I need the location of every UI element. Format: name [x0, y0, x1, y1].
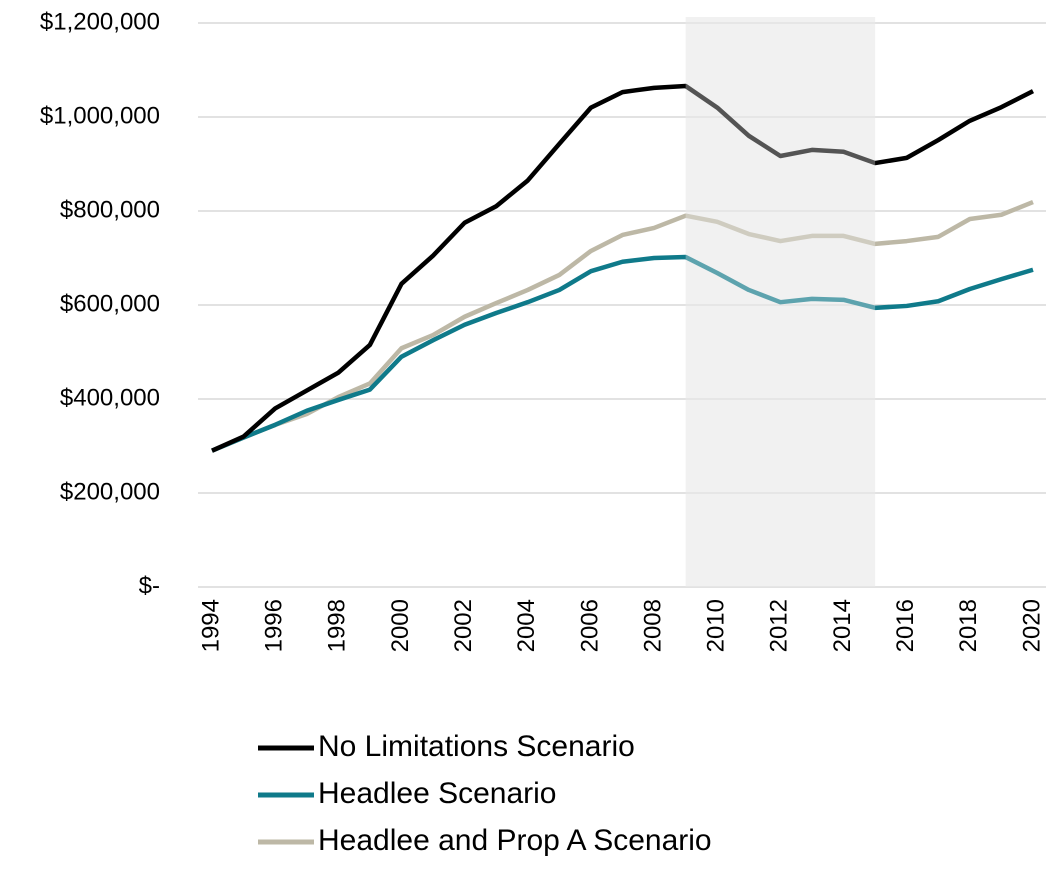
y-tick-label: $800,000	[60, 196, 160, 223]
y-tick-label: $-	[139, 572, 160, 599]
x-tick-label: 2008	[639, 599, 666, 652]
x-tick-label: 2010	[703, 599, 730, 652]
series-line	[211, 254, 1034, 453]
y-tick-label: $1,000,000	[40, 102, 160, 129]
x-tick-label: 2020	[1018, 599, 1045, 652]
y-tick-label: $1,200,000	[40, 8, 160, 35]
shaded-period-overlay	[685, 17, 876, 587]
x-tick-label: 2014	[829, 599, 856, 652]
legend-label: Headlee Scenario	[318, 777, 557, 810]
x-tick-label: 2012	[766, 599, 793, 652]
series-line	[211, 83, 1035, 453]
x-tick-label: 1994	[197, 599, 224, 652]
x-tick-label: 1998	[324, 599, 351, 652]
y-tick-label: $400,000	[60, 384, 160, 411]
legend-label: No Limitations Scenario	[318, 730, 635, 763]
legend-label: Headlee and Prop A Scenario	[318, 824, 712, 857]
x-tick-label: 2004	[513, 599, 540, 652]
series-line	[211, 199, 1034, 453]
x-tick-label: 1996	[260, 599, 287, 652]
x-tick-label: 2000	[387, 599, 414, 652]
y-tick-label: $200,000	[60, 478, 160, 505]
x-tick-label: 2006	[576, 599, 603, 652]
y-tick-label: $600,000	[60, 290, 160, 317]
x-tick-label: 2016	[892, 599, 919, 652]
x-tick-label: 2002	[450, 599, 477, 652]
x-tick-label: 2018	[955, 599, 982, 652]
